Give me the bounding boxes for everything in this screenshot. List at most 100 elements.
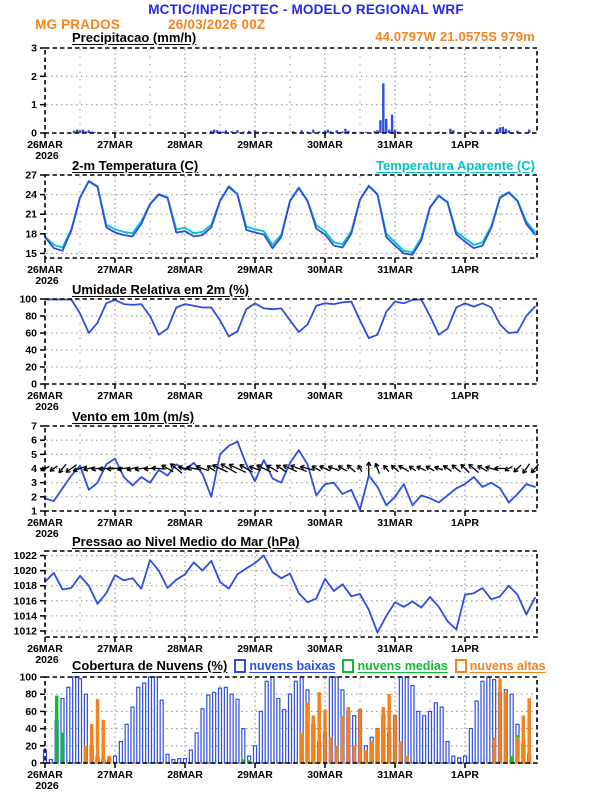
- panel-pressure-title: Pressao ao Nivel Medio do Mar (hPa): [72, 534, 300, 549]
- svg-text:60: 60: [25, 328, 37, 340]
- svg-text:27MAR: 27MAR: [97, 769, 133, 781]
- svg-text:1: 1: [31, 99, 37, 111]
- svg-text:27MAR: 27MAR: [97, 390, 133, 402]
- legend-nuvens-medias-label: nuvens medias: [357, 658, 448, 673]
- panel-precipitation-title: Precipitacao (mm/h): [72, 30, 197, 45]
- legend-nuvens-altas-label: nuvens altas: [469, 658, 546, 673]
- model-run-label: 26/03/2026 00Z: [168, 17, 266, 32]
- svg-text:0: 0: [31, 128, 37, 140]
- legend-nuvens-baixas: nuvens baixas: [234, 658, 336, 673]
- svg-text:2026: 2026: [35, 150, 59, 162]
- station-label: MG PRADOS: [35, 17, 121, 32]
- svg-text:1APR: 1APR: [451, 517, 479, 529]
- svg-text:100: 100: [19, 294, 37, 306]
- svg-text:28MAR: 28MAR: [167, 390, 203, 402]
- mid-clouds-swatch-icon: [342, 658, 355, 673]
- svg-text:30MAR: 30MAR: [307, 139, 343, 151]
- svg-text:1: 1: [31, 506, 37, 518]
- low-clouds-swatch-icon: [234, 658, 247, 673]
- svg-text:26MAR: 26MAR: [27, 517, 63, 529]
- svg-text:26MAR: 26MAR: [27, 643, 63, 655]
- svg-text:80: 80: [25, 689, 37, 701]
- svg-text:30MAR: 30MAR: [307, 517, 343, 529]
- svg-text:27: 27: [25, 170, 37, 182]
- svg-text:0: 0: [31, 379, 37, 391]
- svg-text:4: 4: [31, 463, 37, 475]
- svg-text:31MAR: 31MAR: [377, 139, 413, 151]
- svg-text:1APR: 1APR: [451, 264, 479, 276]
- svg-text:26MAR: 26MAR: [27, 769, 63, 781]
- svg-text:1APR: 1APR: [451, 643, 479, 655]
- svg-text:2026: 2026: [35, 401, 59, 413]
- svg-text:5: 5: [31, 449, 37, 461]
- svg-text:31MAR: 31MAR: [377, 390, 413, 402]
- svg-text:2026: 2026: [35, 654, 59, 666]
- apparent-temperature-title: Temperatura Aparente (C): [376, 158, 535, 173]
- svg-text:1APR: 1APR: [451, 390, 479, 402]
- panel-clouds-title: Cobertura de Nuvens (%): [72, 658, 228, 673]
- svg-text:2026: 2026: [35, 528, 59, 540]
- svg-text:18: 18: [25, 228, 37, 240]
- svg-text:29MAR: 29MAR: [237, 139, 273, 151]
- svg-text:30MAR: 30MAR: [307, 264, 343, 276]
- svg-text:27MAR: 27MAR: [97, 264, 133, 276]
- svg-text:1016: 1016: [14, 595, 38, 607]
- svg-text:31MAR: 31MAR: [377, 769, 413, 781]
- svg-text:2: 2: [31, 71, 37, 83]
- panel-clouds-header: Cobertura de Nuvens (%) nuvens baixas nu…: [72, 658, 546, 673]
- panel-wind-title: Vento em 10m (m/s): [72, 409, 195, 424]
- page-title: MCTIC/INPE/CPTEC - MODELO REGIONAL WRF: [148, 2, 464, 17]
- svg-text:1APR: 1APR: [451, 769, 479, 781]
- svg-text:28MAR: 28MAR: [167, 643, 203, 655]
- svg-text:6: 6: [31, 435, 37, 447]
- svg-text:30MAR: 30MAR: [307, 769, 343, 781]
- svg-text:20: 20: [25, 740, 37, 752]
- svg-text:28MAR: 28MAR: [167, 139, 203, 151]
- svg-text:1018: 1018: [14, 580, 38, 592]
- svg-text:29MAR: 29MAR: [237, 769, 273, 781]
- svg-text:24: 24: [25, 189, 37, 201]
- svg-text:80: 80: [25, 311, 37, 323]
- svg-text:2026: 2026: [35, 780, 59, 792]
- svg-text:31MAR: 31MAR: [377, 643, 413, 655]
- panel-temperature-title: 2-m Temperatura (C): [72, 158, 199, 173]
- svg-text:1APR: 1APR: [451, 139, 479, 151]
- high-clouds-swatch-icon: [454, 658, 467, 673]
- svg-text:27MAR: 27MAR: [97, 139, 133, 151]
- legend-nuvens-altas: nuvens altas: [454, 658, 546, 673]
- legend-nuvens-baixas-label: nuvens baixas: [249, 658, 336, 673]
- svg-text:28MAR: 28MAR: [167, 769, 203, 781]
- svg-text:20: 20: [25, 362, 37, 374]
- coordinates-label: 44.0797W 21.0575S 979m: [375, 29, 535, 44]
- svg-text:26MAR: 26MAR: [27, 264, 63, 276]
- svg-text:27MAR: 27MAR: [97, 643, 133, 655]
- panel-humidity-title: Umidade Relativa em 2m (%): [72, 282, 250, 297]
- svg-text:3: 3: [31, 43, 37, 55]
- svg-text:27MAR: 27MAR: [97, 517, 133, 529]
- svg-text:28MAR: 28MAR: [167, 264, 203, 276]
- svg-text:29MAR: 29MAR: [237, 517, 273, 529]
- legend-nuvens-medias: nuvens medias: [342, 658, 448, 673]
- svg-text:21: 21: [25, 209, 37, 221]
- svg-text:60: 60: [25, 706, 37, 718]
- svg-text:1012: 1012: [14, 625, 38, 637]
- svg-text:26MAR: 26MAR: [27, 390, 63, 402]
- svg-text:7: 7: [31, 421, 37, 433]
- svg-text:1014: 1014: [14, 610, 38, 622]
- svg-text:100: 100: [19, 672, 37, 684]
- wind-vectors: [40, 461, 540, 476]
- svg-text:29MAR: 29MAR: [237, 390, 273, 402]
- svg-text:3: 3: [31, 477, 37, 489]
- svg-text:1020: 1020: [14, 565, 38, 577]
- svg-text:2026: 2026: [35, 275, 59, 287]
- svg-text:31MAR: 31MAR: [377, 264, 413, 276]
- svg-text:40: 40: [25, 345, 37, 357]
